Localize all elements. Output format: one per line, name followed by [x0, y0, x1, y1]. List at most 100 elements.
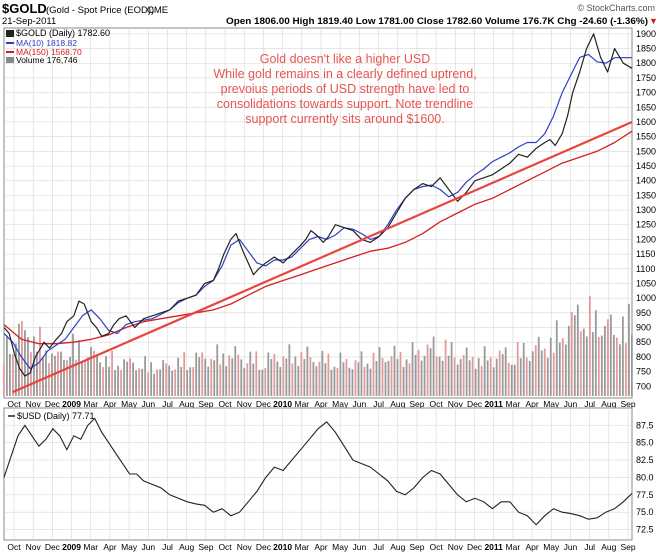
- volume-bar: [279, 367, 282, 396]
- volume-bar: [618, 344, 621, 396]
- volume-bar: [141, 368, 144, 396]
- volume-bar: [165, 363, 168, 396]
- usd-y-tick-label: 72.5: [636, 525, 654, 535]
- volume-bar: [225, 366, 228, 396]
- volume-bar: [48, 363, 50, 396]
- price-x-tick-label: Jun: [564, 399, 578, 409]
- volume-bar: [597, 336, 600, 396]
- annotation-line: support currently sits around $1600.: [245, 112, 445, 126]
- volume-bar: [288, 344, 291, 396]
- volume-bar: [579, 331, 582, 396]
- volume-bar: [312, 361, 315, 396]
- usd-x-tick-label: Aug: [601, 542, 616, 552]
- volume-bar: [453, 357, 456, 396]
- price-y-tick-label: 1450: [636, 161, 656, 171]
- volume-bar: [507, 362, 510, 396]
- price-legend: $GOLD (Daily) 1782.60 MA(10) 1818.82 MA(…: [6, 28, 110, 65]
- volume-bar: [237, 354, 240, 396]
- volume-bar: [192, 367, 195, 396]
- volume-bar: [324, 363, 327, 396]
- volume-bar: [144, 356, 147, 396]
- usd-x-tick-label: Jul: [162, 542, 173, 552]
- volume-bar: [273, 354, 276, 396]
- price-x-axis: Oct Nov Dec 2009 Mar Apr May Jun Jul Aug Sep Oct Nov…: [7, 399, 635, 409]
- volume-bar: [126, 361, 128, 396]
- volume-bar: [24, 330, 26, 396]
- volume-bar: [462, 355, 465, 396]
- usd-y-ticks: 72.5 75.0 77.5 80.0 82.5 85.0 87.5: [636, 420, 654, 534]
- volume-bar: [135, 370, 138, 396]
- price-y-tick-label: 1400: [636, 176, 656, 186]
- usd-x-tick-label: Aug: [179, 542, 194, 552]
- volume-bar: [156, 369, 159, 396]
- volume-bar: [522, 342, 525, 396]
- usd-x-tick-label: 2009: [62, 542, 81, 552]
- volume-bar: [3, 363, 5, 396]
- price-x-tick-label: Aug: [179, 399, 194, 409]
- usd-x-tick-label: Jun: [353, 542, 367, 552]
- usd-x-tick-label: 2010: [273, 542, 292, 552]
- symbol-title: $GOLD: [2, 1, 47, 16]
- usd-y-tick-label: 77.5: [636, 490, 654, 500]
- volume-bar: [177, 357, 180, 396]
- volume-bar: [66, 360, 68, 396]
- price-x-tick-label: 2011: [484, 399, 503, 409]
- price-x-tick-label: 2010: [273, 399, 292, 409]
- price-series-group: [3, 33, 633, 394]
- volume-bar: [45, 350, 47, 396]
- volume-bar: [384, 362, 387, 396]
- volume-bar: [78, 340, 80, 396]
- legend-ma10: MA(10) 1818.82: [16, 38, 77, 48]
- usd-x-tick-label: Oct: [430, 542, 444, 552]
- volume-bar: [300, 352, 303, 396]
- price-x-tick-label: Mar: [294, 399, 309, 409]
- price-x-tick-label: 2009: [62, 399, 81, 409]
- volume-bar: [432, 336, 435, 396]
- volume-bar: [492, 367, 495, 396]
- volume-bar: [171, 370, 174, 396]
- price-x-tick-label: Sep: [198, 399, 213, 409]
- symbol-description: (Gold - Spot Price (EOD)): [46, 5, 154, 16]
- volume-bar: [87, 357, 89, 396]
- volume-bar: [168, 365, 171, 396]
- volume-bar: [387, 360, 390, 396]
- price-y-tick-label: 950: [636, 308, 651, 318]
- volume-bar: [114, 370, 116, 396]
- volume-bar: [366, 363, 369, 396]
- volume-bar: [180, 366, 183, 396]
- volume-bar: [258, 369, 261, 396]
- price-y-tick-label: 1800: [636, 58, 656, 68]
- volume-bar: [84, 359, 86, 396]
- usd-y-tick-label: 82.5: [636, 455, 654, 465]
- volume-bar: [420, 360, 423, 396]
- volume-bar: [531, 351, 534, 396]
- volume-bar: [363, 366, 366, 396]
- price-panel: 700 750 800 850 900 950 1000 1050 1100 1150 1200 12…: [3, 27, 656, 399]
- volume-bar: [537, 336, 540, 396]
- change-down-icon: ▼: [649, 16, 658, 26]
- volume-bar: [573, 315, 576, 396]
- price-y-tick-label: 1900: [636, 29, 656, 39]
- usd-x-tick-label: May: [121, 542, 138, 552]
- price-x-tick-label: Dec: [45, 399, 61, 409]
- usd-y-tick-label: 75.0: [636, 507, 654, 517]
- usd-x-tick-label: Sep: [620, 542, 635, 552]
- price-x-tick-label: Jul: [584, 399, 595, 409]
- annotation-line: prevoius periods of USD strength have le…: [220, 82, 470, 96]
- price-panel-frame: [3, 27, 633, 399]
- price-y-tick-label: 1550: [636, 132, 656, 142]
- volume-bar: [375, 361, 378, 396]
- price-y-tick-label: 1100: [636, 264, 655, 274]
- volume-bar: [81, 360, 83, 396]
- usd-x-tick-label: Nov: [237, 542, 253, 552]
- volume-bar: [12, 354, 14, 396]
- volume-bar: [213, 360, 216, 396]
- volume-bar: [246, 363, 249, 396]
- volume-bar: [348, 367, 351, 396]
- volume-bar: [99, 362, 101, 396]
- price-y-tick-label: 1650: [636, 102, 656, 112]
- usd-x-tick-label: Mar: [83, 542, 98, 552]
- volume-bar: [9, 353, 11, 396]
- volume-bar: [54, 355, 56, 396]
- volume-bar: [159, 369, 162, 396]
